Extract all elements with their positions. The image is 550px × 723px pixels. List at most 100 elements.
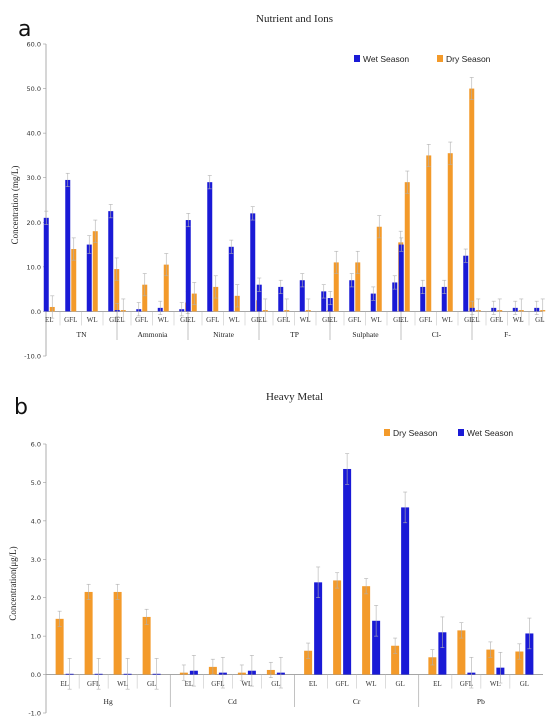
site-label: WL	[513, 316, 524, 324]
y-axis-label: Concentration (mg/L)	[10, 166, 20, 245]
bar	[438, 632, 447, 675]
y-tick-label: 3.0	[31, 556, 41, 564]
bar	[55, 618, 64, 675]
site-label: GL	[109, 316, 118, 324]
chart-panel-b: b Heavy Metal 6.0 5.0 4.0 3.0 2.0 1.0 0.0 -1.0 Con…	[8, 391, 543, 718]
site-label: WL	[158, 316, 169, 324]
site-label: GFL	[206, 316, 219, 324]
bar	[84, 591, 93, 675]
site-label: WL	[241, 680, 252, 688]
site-label: EL	[60, 680, 69, 688]
legend-label: Dry Season	[446, 54, 491, 64]
panel-letter: a	[18, 17, 31, 42]
y-tick-label: 1.0	[31, 633, 41, 641]
bar	[392, 282, 398, 312]
site-label: WL	[490, 680, 501, 688]
group-label: Sulphate	[352, 330, 379, 339]
site-label: WL	[366, 680, 377, 688]
site-label: GFL	[419, 316, 432, 324]
site-label: EL	[329, 316, 338, 324]
bar	[398, 244, 404, 312]
legend-swatch	[354, 55, 360, 62]
bar	[515, 651, 524, 675]
bar	[486, 649, 495, 675]
site-label: WL	[371, 316, 382, 324]
site-label: GFL	[135, 316, 148, 324]
bar	[428, 657, 437, 675]
site-label: WL	[300, 316, 311, 324]
bar	[304, 650, 313, 675]
site-label: GFL	[211, 680, 224, 688]
bar	[250, 213, 256, 312]
bar	[343, 468, 352, 675]
y-tick-label: 4.0	[31, 517, 41, 525]
legend-label: Dry Season	[393, 428, 438, 438]
bar	[355, 262, 361, 312]
y-tick-label: 5.0	[31, 479, 41, 487]
legend-swatch	[437, 55, 443, 62]
y-tick-label: 2.0	[31, 594, 41, 602]
chart-panel-a: a Nutrient and Ions 60.0 50.0 40.0 30.0 20.0 10…	[10, 13, 546, 361]
bar	[420, 286, 426, 312]
bar	[113, 591, 122, 675]
bar	[86, 244, 92, 312]
site-label: WL	[229, 316, 240, 324]
bar	[321, 291, 327, 312]
site-label: GL	[271, 680, 280, 688]
site-label: EL	[116, 316, 125, 324]
site-label: EL	[309, 680, 318, 688]
bar	[314, 582, 323, 675]
site-label: GL	[395, 680, 404, 688]
bar	[228, 246, 234, 312]
y-axis-label: Concentration(μg/L)	[8, 546, 18, 620]
y-tick-label: 40.0	[27, 130, 41, 138]
site-label: WL	[442, 316, 453, 324]
group-label: Cl-	[432, 330, 442, 339]
site-label: GL	[393, 316, 402, 324]
site-label: EL	[258, 316, 267, 324]
bar	[426, 155, 432, 312]
bar	[457, 630, 466, 675]
bar	[525, 633, 534, 675]
bar	[469, 88, 475, 312]
site-label: GFL	[348, 316, 361, 324]
bar	[71, 249, 77, 312]
bar	[391, 645, 400, 675]
y-tick-label: 50.0	[27, 85, 41, 93]
site-label: GL	[251, 316, 260, 324]
bar	[43, 217, 49, 312]
group-label: TP	[290, 330, 299, 339]
site-label: GFL	[460, 680, 473, 688]
y-tick-label: -10.0	[24, 353, 41, 361]
bar	[372, 620, 381, 675]
bar	[65, 179, 71, 312]
legend-swatch	[384, 429, 390, 436]
chart-title: Heavy Metal	[266, 391, 323, 403]
site-label: EL	[433, 680, 442, 688]
bar	[362, 586, 371, 675]
group-label: Nitrate	[213, 330, 234, 339]
y-tick-label: 0.0	[31, 308, 41, 316]
site-label: GL	[180, 316, 189, 324]
bar	[447, 153, 453, 312]
panel-letter: b	[14, 395, 28, 420]
chart-title: Nutrient and Ions	[256, 13, 333, 25]
legend-label: Wet Season	[467, 428, 513, 438]
bar	[142, 284, 148, 312]
bar	[376, 226, 382, 312]
y-tick-label: 6.0	[31, 441, 41, 449]
group-label: Cd	[228, 697, 237, 706]
bar	[333, 262, 339, 312]
site-label: WL	[87, 316, 98, 324]
site-label: GFL	[336, 680, 349, 688]
site-label: EL	[185, 680, 194, 688]
bar	[404, 182, 410, 312]
bar	[108, 211, 114, 312]
y-tick-label: 0.0	[31, 671, 41, 679]
group-label: Ammonia	[138, 330, 169, 339]
y-tick-label: -1.0	[28, 710, 41, 718]
site-label: WL	[117, 680, 128, 688]
bar	[463, 255, 469, 312]
site-label: GL	[147, 680, 156, 688]
